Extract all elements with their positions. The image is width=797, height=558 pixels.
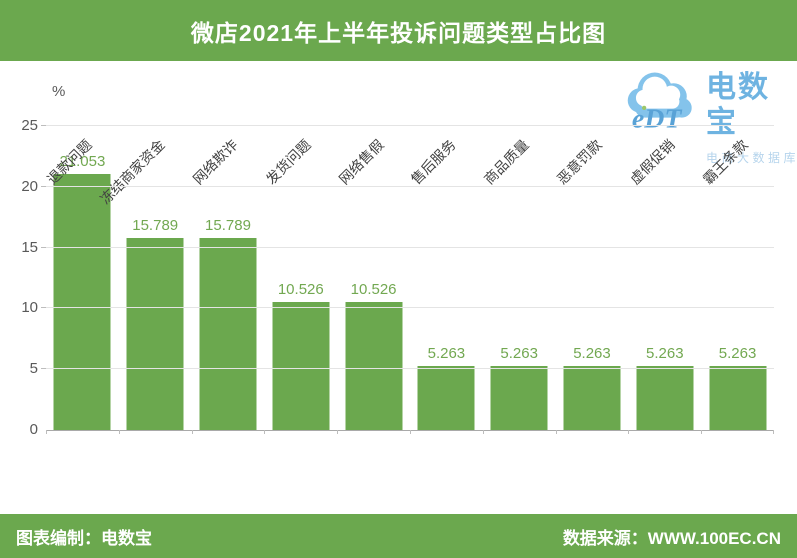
x-tick-mark [701,430,703,434]
bar-slot: 15.789 冻结商家资金 [97,126,192,430]
x-category-label: 恶意罚款 [553,136,605,188]
chart-credit-text: 图表编制：电数宝 [16,528,152,548]
bar-slot: 5.263 恶意罚款 [554,126,629,430]
bar-value-label: 10.526 [277,281,324,299]
title-band: 微店2021年上半年投诉问题类型占比图 [0,0,797,61]
bar-发货问题 [272,302,330,430]
cloud-logo-text: eDT [632,104,683,135]
bar-冻结商家资金 [126,238,184,430]
gridline-10 [46,307,774,309]
y-tick-label-20: 20 [21,177,38,195]
bar-slot: 15.789 网络欺诈 [190,126,265,430]
bar-plot: 21.053 退款问题 15.789 冻结商家资金 15.789 网络欺诈 10.526 发货… [21,117,774,438]
bar-slots: 21.053 退款问题 15.789 冻结商家资金 15.789 网络欺诈 10.526 发货… [44,126,774,430]
x-tick-mark [337,430,339,434]
bar-slot: 10.526 网络售假 [335,126,410,430]
bar-value-label: 10.526 [350,281,397,299]
gridline-20 [46,185,774,187]
bar-slot: 21.053 退款问题 [44,126,119,430]
x-category-label: 霸王条款 [699,136,751,188]
chart-area: eDT 电数宝 电商大数据库 % 21.053 退款问题 15.789 冻结商家资金 1… [0,61,797,514]
y-tick-label-0: 0 [29,421,38,438]
x-tick-mark [191,430,193,434]
bar-退款问题 [53,174,111,430]
bar-value-label: 5.263 [427,345,466,363]
dsb-logo: eDT 电数宝 电商大数据库 [622,63,796,165]
bar-虚假促销 [636,366,694,430]
y-tick-label-5: 5 [29,360,38,378]
y-axis-unit-label: % [52,83,66,100]
bar-网络欺诈 [199,238,257,430]
logo-subtitle-text: 电商大数据库 [706,151,797,165]
x-tick-mark [118,430,120,434]
data-source-text: 数据来源：WWW.100EC.CN [562,528,781,548]
bar-恶意罚款 [563,366,621,430]
logo-texts: 电数宝 电商大数据库 [706,71,797,166]
footer-band: 图表编制：电数宝 数据来源：WWW.100EC.CN [0,514,797,558]
y-tick-label-25: 25 [21,117,38,134]
bar-slot: 10.526 发货问题 [262,126,337,430]
x-category-label: 网络售假 [335,136,387,188]
y-tick-label-10: 10 [21,299,38,317]
bar-商品质量 [490,366,548,430]
x-category-label: 商品质量 [481,136,532,188]
y-tick-mark [41,125,46,126]
x-category-label: 发货问题 [262,136,314,188]
bar-value-label: 5.263 [718,345,757,363]
page-title: 微店2021年上半年投诉问题类型占比图 [190,19,607,46]
bar-网络售假 [345,302,403,430]
x-tick-mark [773,430,774,434]
x-tick-mark [410,430,411,434]
bar-value-label: 15.789 [205,217,251,235]
bar-value-label: 5.263 [573,345,611,363]
gridline-5 [46,368,774,370]
bar-slot: 5.263 售后服务 [408,126,483,430]
y-tick-mark [41,246,46,248]
x-category-label: 网络欺诈 [189,136,241,188]
bar-slot: 5.263 虚假促销 [626,126,701,430]
gridline-15 [46,246,774,248]
x-tick-mark [555,430,557,434]
bar-value-label: 5.263 [646,345,684,363]
y-tick-label-15: 15 [21,238,38,256]
bar-value-label: 15.789 [132,217,179,235]
gridline-25 [46,125,774,126]
x-tick-mark [628,430,630,434]
bar-slot: 5.263 霸王条款 [699,126,774,430]
x-tick-mark [46,430,47,434]
logo-brand-text: 电数宝 [706,71,770,139]
y-tick-mark [41,307,46,309]
cloud-logo-icon: eDT [627,72,692,135]
y-tick-mark [41,185,46,187]
bar-value-label: 5.263 [500,345,538,363]
x-category-label: 售后服务 [408,136,460,188]
x-category-label: 虚假促销 [626,136,678,188]
x-tick-mark [482,430,484,434]
bar-售后服务 [417,366,475,430]
bar-value-label: 21.053 [59,153,106,170]
y-tick-mark [41,368,46,370]
bar-slot: 5.263 商品质量 [481,126,556,430]
bar-霸王条款 [709,366,767,430]
x-tick-mark [264,430,266,434]
